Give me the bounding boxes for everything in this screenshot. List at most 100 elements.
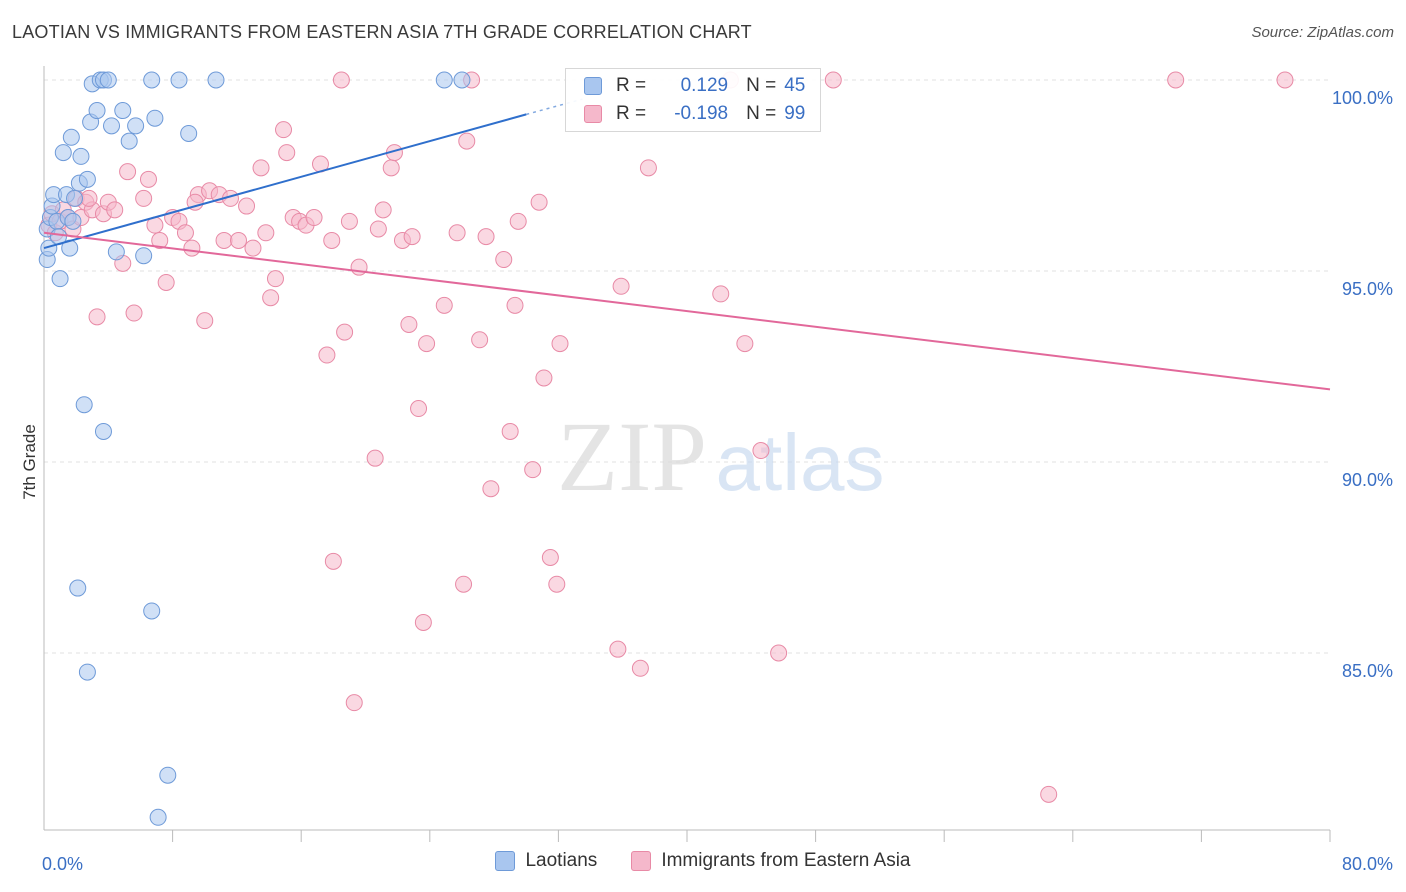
laotian-point — [435, 71, 453, 89]
legend-swatch-pink — [584, 105, 602, 123]
laotian-point — [149, 808, 167, 826]
laotian-point — [120, 132, 138, 150]
legend-r-value: -0.198 — [674, 103, 729, 124]
laotian-point — [170, 71, 188, 89]
immigrant-point — [524, 461, 542, 479]
chart-title: LAOTIAN VS IMMIGRANTS FROM EASTERN ASIA … — [12, 22, 752, 42]
legend-n-label: N = — [746, 103, 777, 124]
immigrant-point — [712, 285, 730, 303]
immigrant-point — [752, 442, 770, 460]
immigrant-point — [400, 315, 418, 333]
laotians-points — [38, 71, 471, 826]
immigrant-point — [275, 121, 293, 139]
immigrant-point — [477, 228, 495, 246]
immigrant-point — [374, 201, 392, 219]
laotian-point — [207, 71, 225, 89]
immigrant-point — [541, 549, 559, 566]
immigrant-point — [366, 449, 384, 467]
immigrant-point — [495, 251, 513, 269]
laotians-trend-line — [43, 113, 527, 250]
trend-lines — [43, 98, 1331, 391]
laotian-point — [54, 144, 72, 162]
immigrants-trend-line — [43, 231, 1331, 391]
immigrant-point — [305, 209, 323, 227]
legend-row-immigrants: R = -0.198 N = 99 — [584, 101, 805, 127]
immigrant-point — [382, 159, 400, 177]
laotian-point — [143, 71, 161, 89]
legend-r-label: R = — [616, 103, 647, 124]
immigrant-point — [548, 575, 566, 593]
immigrant-point — [332, 71, 350, 89]
laotian-point — [64, 212, 82, 230]
laotian-point — [453, 71, 471, 89]
y-tick-label: 85.0% — [1342, 661, 1393, 681]
immigrant-point — [238, 197, 256, 215]
immigrant-point — [410, 400, 428, 418]
immigrant-point — [215, 231, 233, 249]
legend-item-laotians: Laotians — [495, 850, 597, 872]
y-axis-label: 7th Grade — [20, 424, 39, 500]
legend-label-laotians: Laotians — [525, 850, 598, 871]
immigrant-point — [186, 193, 204, 211]
immigrant-point — [1040, 785, 1058, 803]
immigrant-point — [262, 289, 280, 307]
legend-r-value: 0.129 — [680, 75, 729, 96]
immigrant-point — [530, 193, 548, 211]
immigrant-point — [278, 144, 296, 162]
immigrant-point — [230, 231, 248, 249]
laotian-point — [88, 102, 106, 120]
immigrant-point — [369, 220, 387, 238]
immigrant-point — [455, 575, 473, 593]
x-tick-label: 80.0% — [1342, 854, 1393, 874]
laotian-point — [103, 117, 121, 135]
legend-r-label: R = — [616, 75, 647, 96]
laotian-point — [40, 239, 58, 257]
y-tick-label: 95.0% — [1342, 279, 1393, 299]
legend-item-immigrants: Immigrants from Eastern Asia — [631, 850, 911, 872]
immigrant-point — [551, 335, 569, 353]
legend-n-value: 99 — [784, 103, 806, 124]
correlation-legend: R = 0.129 N = 45 R = -0.198 N = 99 — [565, 68, 821, 132]
immigrant-point — [318, 346, 336, 364]
immigrant-point — [824, 71, 842, 89]
source-note: Source: ZipAtlas.com — [1251, 24, 1394, 41]
immigrant-point — [639, 159, 657, 177]
legend-label-immigrants: Immigrants from Eastern Asia — [661, 850, 911, 871]
y-tick-label: 100.0% — [1332, 88, 1393, 108]
legend-swatch-blue — [584, 77, 602, 95]
legend-swatch-pink — [631, 851, 652, 871]
immigrant-point — [252, 159, 270, 177]
immigrant-point — [509, 212, 527, 230]
laotian-point — [127, 117, 145, 135]
immigrant-point — [736, 335, 754, 353]
immigrant-point — [414, 613, 432, 631]
immigrant-point — [157, 273, 175, 291]
immigrant-point — [535, 369, 553, 387]
legend-row-laotians: R = 0.129 N = 45 — [584, 73, 805, 99]
immigrant-point — [139, 170, 157, 188]
immigrant-point — [323, 231, 341, 249]
laotian-point — [69, 579, 87, 597]
immigrant-point — [151, 231, 169, 249]
immigrant-point — [458, 132, 476, 150]
laotian-point — [94, 422, 112, 440]
laotian-point — [78, 663, 96, 681]
immigrant-point — [403, 228, 421, 246]
immigrant-point — [340, 212, 358, 230]
laotian-point — [159, 766, 177, 784]
x-tick-label: 0.0% — [42, 854, 83, 874]
series-legend: Laotians Immigrants from Eastern Asia — [0, 850, 1406, 872]
immigrant-point — [448, 224, 466, 242]
immigrant-point — [244, 239, 262, 257]
laotian-point — [66, 189, 84, 207]
y-tick-label: 90.0% — [1342, 470, 1393, 490]
immigrant-point — [1167, 71, 1185, 89]
laotian-point — [62, 128, 80, 146]
immigrant-point — [324, 552, 342, 570]
immigrants-points — [40, 71, 1294, 803]
immigrant-point — [106, 201, 124, 219]
watermark-zip: ZIP — [557, 401, 707, 512]
immigrant-point — [196, 312, 214, 330]
immigrant-point — [612, 277, 630, 295]
